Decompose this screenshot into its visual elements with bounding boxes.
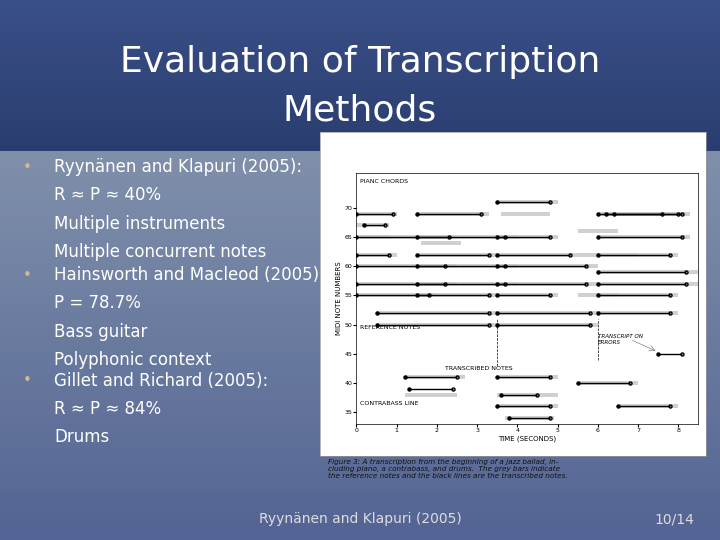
Text: •: • [23, 268, 32, 283]
Text: 10/14: 10/14 [655, 512, 695, 526]
Bar [498, 235, 557, 239]
Bar [361, 235, 389, 239]
Text: Polyphonic context: Polyphonic context [54, 350, 212, 369]
Bar [498, 253, 577, 256]
Bar [498, 282, 598, 286]
Text: •: • [23, 160, 32, 175]
Text: P = 78.7%: P = 78.7% [54, 294, 141, 313]
Text: Evaluation of Transcription: Evaluation of Transcription [120, 45, 600, 79]
Bar [356, 253, 397, 256]
Text: Methods: Methods [283, 94, 437, 127]
Text: TRANSCRIBED NOTES: TRANSCRIBED NOTES [445, 366, 513, 371]
Bar [598, 293, 678, 298]
Y-axis label: MIDI NOTE NUMBERS: MIDI NOTE NUMBERS [336, 261, 341, 335]
Bar [498, 293, 557, 298]
Bar [505, 416, 554, 420]
Bar [377, 322, 498, 327]
Bar [501, 212, 549, 215]
Bar [610, 212, 670, 215]
Bar [577, 229, 618, 233]
Bar [417, 212, 489, 215]
Bar [498, 393, 557, 397]
Text: Gillet and Richard (2005):: Gillet and Richard (2005): [54, 372, 269, 390]
Bar [405, 393, 457, 397]
Bar [618, 404, 678, 408]
Bar [377, 311, 498, 315]
Bar [420, 212, 485, 215]
Bar [356, 264, 457, 268]
Bar [498, 200, 557, 204]
X-axis label: TIME (SECONDS): TIME (SECONDS) [498, 436, 557, 442]
Bar [356, 235, 457, 239]
Bar [498, 322, 598, 327]
Text: REFERENCE NOTES: REFERENCE NOTES [361, 325, 420, 330]
Bar [417, 235, 518, 239]
Text: Figure 3: A transcription from the beginning of a jazz ballad, in-
cluding piano: Figure 3: A transcription from the begin… [328, 459, 567, 479]
Text: Bass guitar: Bass guitar [54, 322, 148, 341]
Text: CONTRABASS LINE: CONTRABASS LINE [361, 401, 419, 406]
Bar [356, 212, 397, 215]
Text: Ryynänen and Klapuri (2005): Ryynänen and Klapuri (2005) [258, 512, 462, 526]
Text: PIANC CHORDS: PIANC CHORDS [361, 179, 408, 184]
Bar [356, 282, 457, 286]
Bar [420, 241, 461, 245]
Bar [598, 235, 690, 239]
Bar [417, 253, 498, 256]
Bar [598, 311, 678, 315]
Bar [405, 375, 465, 379]
Text: Hainsworth and Macleod (2005):: Hainsworth and Macleod (2005): [54, 266, 325, 285]
Bar [356, 224, 389, 227]
Text: R ≈ P ≈ 84%: R ≈ P ≈ 84% [54, 400, 161, 418]
Text: Ryynänen and Klapuri (2005):: Ryynänen and Klapuri (2005): [54, 158, 302, 177]
Bar [598, 282, 698, 286]
Bar [498, 375, 557, 379]
Text: TRANSCRIPT ON
ERRORS: TRANSCRIPT ON ERRORS [598, 334, 643, 345]
Text: Multiple concurrent notes: Multiple concurrent notes [54, 242, 266, 261]
Bar [598, 212, 690, 215]
Bar [356, 293, 437, 298]
Bar [498, 404, 557, 408]
Text: R ≈ P ≈ 40%: R ≈ P ≈ 40% [54, 186, 161, 205]
Bar [417, 293, 498, 298]
Bar [417, 264, 518, 268]
Bar [598, 253, 678, 256]
Bar [498, 311, 598, 315]
Bar [498, 264, 598, 268]
Bar [577, 253, 638, 256]
Bar [602, 212, 683, 215]
Bar [577, 381, 638, 385]
Bar [577, 293, 618, 298]
Bar [598, 270, 698, 274]
Bar [417, 282, 518, 286]
Text: Multiple instruments: Multiple instruments [54, 214, 225, 233]
Text: Drums: Drums [54, 428, 109, 446]
Text: •: • [23, 373, 32, 388]
